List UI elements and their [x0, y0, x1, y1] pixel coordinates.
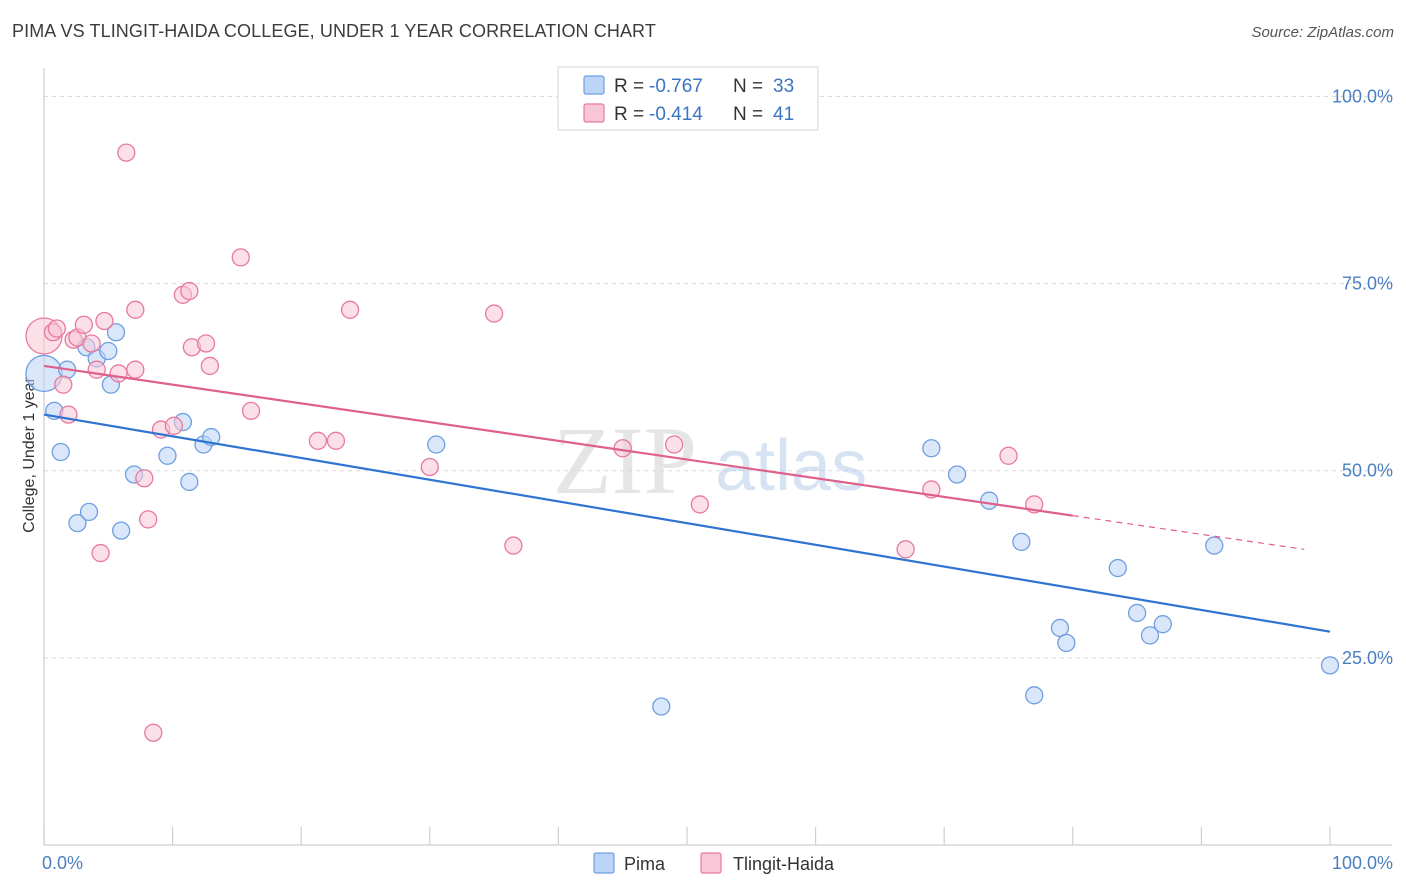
- pima-point: [99, 341, 118, 361]
- y-tick-labels: 25.0% 50.0% 75.0% 100.0%: [1332, 86, 1393, 667]
- tlingit-haida-point: [999, 446, 1018, 465]
- tlingit-haida-point: [664, 435, 684, 454]
- tlingit-haida-point: [326, 431, 346, 450]
- pima-legend-r-value: -0.767: [649, 76, 703, 97]
- chart-title: PIMA VS TLINGIT-HAIDA COLLEGE, UNDER 1 Y…: [12, 21, 656, 41]
- pima-point: [980, 491, 999, 510]
- pima-legend-r-label: R =: [614, 76, 644, 97]
- tlingit-haida-point: [87, 360, 106, 379]
- tlingit-haida-trend-extension: [1072, 515, 1305, 550]
- tlingit-haida-point: [117, 143, 136, 162]
- pima-point: [106, 323, 126, 342]
- x-tick-label: 0.0%: [42, 853, 83, 873]
- tlingit-haida-point: [231, 248, 250, 267]
- pima-point: [51, 442, 70, 462]
- tlingit-haida-point: [54, 375, 73, 394]
- y-tick-label: 75.0%: [1342, 274, 1393, 294]
- tlingit-haida-point: [126, 300, 145, 319]
- y-tick-label: 50.0%: [1342, 461, 1393, 481]
- watermark-zip: ZIP: [553, 407, 697, 514]
- pima-point: [180, 472, 199, 492]
- tlingit-haida-point: [74, 315, 94, 334]
- tlingit-haida-legend-swatch: [583, 103, 605, 123]
- tlingit-haida-legend-n-value: 41: [773, 104, 794, 125]
- pima-point: [79, 502, 99, 522]
- chart-source: Source: ZipAtlas.com: [1251, 24, 1394, 41]
- pima-point: [112, 521, 131, 540]
- pima-bottom-legend-label: Pima: [624, 854, 666, 874]
- pima-point: [1320, 656, 1340, 675]
- pima-point: [1025, 686, 1044, 705]
- watermark-atlas: atlas: [715, 426, 867, 506]
- tlingit-haida-point: [126, 360, 145, 379]
- tlingit-haida-trend-line: [43, 364, 1073, 517]
- tlingit-haida-point: [180, 281, 199, 301]
- y-axis-label: College, Under 1 year: [21, 377, 38, 533]
- bottom-legend: Pima Tlingit-Haida: [593, 852, 835, 874]
- tlingit-haida-legend-r-value: -0.414: [649, 104, 703, 125]
- tlingit-haida-legend-n-label: N =: [733, 104, 763, 125]
- pima-point: [1127, 603, 1147, 623]
- tlingit-haida-point: [139, 510, 158, 529]
- tlingit-haida-point: [896, 540, 915, 559]
- data-points: [25, 143, 1340, 742]
- tlingit-haida-point: [82, 334, 101, 353]
- tlingit-haida-point: [504, 536, 523, 555]
- pima-trend-line: [43, 413, 1331, 633]
- legend: R = -0.767 N = 33 R = -0.414 N = 41: [557, 66, 819, 131]
- tlingit-haida-point: [95, 311, 114, 331]
- pima-point: [1057, 633, 1076, 653]
- pima-legend-swatch: [583, 75, 605, 95]
- pima-point: [1205, 536, 1224, 555]
- tlingit-haida-point: [135, 469, 154, 488]
- tlingit-haida-bottom-legend-swatch: [700, 852, 722, 874]
- tlingit-haida-point: [484, 304, 504, 323]
- pima-point: [1140, 626, 1160, 645]
- y-tick-label: 25.0%: [1342, 648, 1393, 668]
- pima-point: [158, 446, 177, 465]
- tlingit-haida-point: [109, 364, 128, 383]
- pima-point: [1108, 558, 1127, 578]
- tlingit-haida-point: [196, 334, 216, 353]
- pima-point: [1012, 532, 1031, 551]
- gridlines: [44, 95, 1392, 659]
- tlingit-haida-point: [91, 543, 110, 563]
- tlingit-haida-point: [308, 431, 328, 450]
- tlingit-haida-point: [144, 723, 163, 742]
- tlingit-haida-point: [241, 401, 261, 421]
- pima-point: [947, 465, 967, 484]
- pima-legend-n-value: 33: [773, 76, 794, 97]
- tlingit-haida-point: [164, 416, 184, 435]
- pima-bottom-legend-swatch: [593, 852, 615, 874]
- tlingit-haida-point: [200, 356, 220, 376]
- tlingit-haida-point: [690, 495, 710, 514]
- x-tick-label: 100.0%: [1332, 853, 1393, 873]
- y-tick-label: 100.0%: [1332, 86, 1393, 106]
- pima-point: [427, 435, 446, 454]
- x-tick-labels: 0.0% 100.0%: [42, 853, 1393, 873]
- tlingit-haida-bottom-legend-label: Tlingit-Haida: [733, 854, 835, 874]
- watermark: ZIP atlas: [553, 407, 867, 514]
- tlingit-haida-point: [47, 319, 67, 338]
- pima-legend-n-label: N =: [733, 76, 763, 97]
- tlingit-haida-legend-r-label: R =: [614, 104, 644, 125]
- tlingit-haida-point: [420, 457, 439, 477]
- pima-point: [652, 697, 671, 716]
- pima-point: [1153, 615, 1172, 634]
- pima-point: [68, 513, 87, 533]
- axes: [43, 68, 1392, 846]
- pima-point: [922, 439, 941, 458]
- trend-lines: [43, 364, 1331, 633]
- tlingit-haida-point: [340, 300, 360, 319]
